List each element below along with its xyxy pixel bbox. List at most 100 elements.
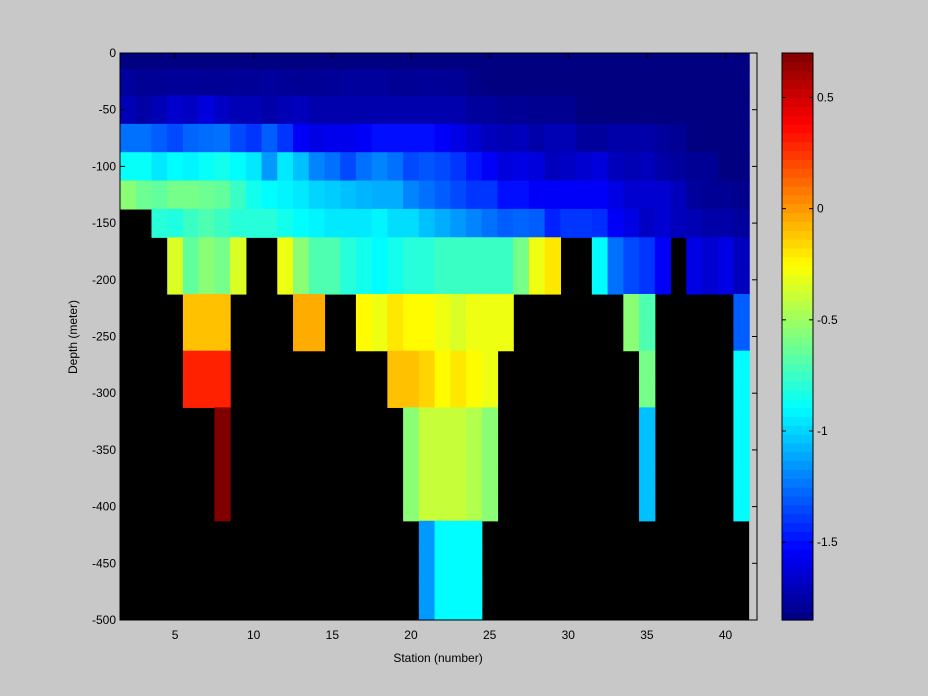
heatmap-cell — [670, 152, 687, 182]
heatmap-cell — [701, 208, 719, 238]
heatmap-cell — [528, 208, 546, 238]
heatmap-cell — [214, 350, 231, 380]
colorbar-segment — [782, 283, 813, 293]
heatmap-cell — [466, 350, 483, 380]
heatmap-cell — [403, 95, 420, 125]
heatmap-cell — [591, 123, 609, 153]
heatmap-cell — [387, 152, 404, 182]
heatmap-cell — [214, 237, 231, 267]
heatmap-cell — [167, 123, 184, 153]
heatmap-cell — [230, 208, 247, 238]
heatmap-cell — [513, 208, 530, 238]
heatmap-cell — [450, 123, 467, 153]
heatmap-cell — [481, 407, 499, 437]
heatmap-cell — [466, 68, 483, 97]
y-tick-label: -300 — [92, 386, 116, 400]
y-tick-label: -500 — [92, 613, 116, 627]
heatmap-cell — [418, 577, 436, 607]
heatmap-cell — [434, 293, 451, 323]
heatmap-cell — [308, 237, 326, 267]
heatmap-cell — [434, 520, 451, 550]
heatmap-cell — [639, 407, 656, 437]
heatmap-cell — [466, 464, 483, 494]
heatmap-cells — [120, 53, 757, 621]
heatmap-cell — [481, 379, 499, 408]
heatmap-cell — [403, 435, 420, 465]
x-tick-label: 15 — [326, 628, 340, 642]
heatmap-cell — [324, 152, 341, 182]
heatmap-cell — [513, 68, 530, 97]
heatmap-cell — [371, 180, 388, 210]
x-axis-label: Station (number) — [393, 651, 482, 665]
y-tick-label: -200 — [92, 273, 116, 287]
heatmap-cell — [230, 95, 247, 125]
heatmap-cell — [293, 53, 310, 70]
heatmap-cell — [623, 95, 640, 125]
heatmap-cell — [355, 293, 373, 323]
heatmap-cell — [686, 95, 703, 125]
heatmap-cell — [371, 322, 388, 352]
heatmap-cell — [371, 208, 388, 238]
heatmap-cell — [434, 53, 451, 70]
heatmap-cell — [670, 95, 687, 125]
heatmap-cell — [340, 95, 357, 125]
heatmap-cell — [214, 68, 231, 97]
heatmap-cell — [418, 407, 436, 437]
heatmap-cell — [654, 123, 672, 153]
heatmap-cell — [355, 237, 373, 267]
heatmap-cell — [418, 152, 436, 182]
heatmap-cell — [481, 293, 499, 323]
colorbar-segment — [782, 460, 813, 470]
heatmap-cell — [135, 152, 153, 182]
heatmap-cell — [686, 152, 703, 182]
heatmap-cell — [340, 53, 357, 70]
heatmap-cell — [293, 322, 310, 352]
heatmap-cell — [418, 180, 436, 210]
heatmap-cell — [403, 464, 420, 494]
heatmap-cell — [355, 95, 373, 125]
colorbar-segment — [782, 540, 813, 550]
heatmap-cell — [450, 53, 467, 70]
heatmap-cell — [434, 407, 451, 437]
heatmap-cell — [245, 180, 263, 210]
heatmap-cell — [371, 123, 388, 153]
heatmap-cell — [340, 123, 357, 153]
heatmap-cell — [403, 265, 420, 295]
heatmap-cell — [151, 95, 168, 125]
heatmap-cell — [308, 322, 326, 352]
colorbar-segment — [782, 495, 813, 506]
heatmap-cell — [639, 123, 656, 153]
heatmap-cell — [623, 293, 640, 323]
heatmap-cell — [450, 407, 467, 437]
heatmap-cell — [481, 265, 499, 295]
heatmap-cell — [151, 123, 168, 153]
heatmap-cell — [560, 123, 577, 153]
heatmap-cell — [135, 123, 153, 153]
heatmap-cell — [497, 208, 514, 238]
heatmap-cell — [623, 322, 640, 352]
heatmap-cell — [434, 464, 451, 494]
heatmap-cell — [466, 180, 483, 210]
heatmap-cell — [418, 265, 436, 295]
heatmap-cell — [182, 265, 200, 295]
heatmap-cell — [214, 293, 231, 323]
heatmap-cell — [733, 407, 750, 437]
heatmap-cell — [513, 53, 530, 70]
heatmap-cell — [466, 435, 483, 465]
heatmap-cell — [733, 95, 750, 125]
heatmap-cell — [733, 265, 750, 295]
heatmap-cell — [434, 577, 451, 607]
heatmap-cell — [639, 152, 656, 182]
heatmap-cell — [733, 237, 750, 267]
heatmap-cell — [434, 350, 451, 380]
heatmap-cell — [639, 379, 656, 408]
heatmap-cell — [591, 53, 609, 70]
colorbar-segment — [782, 416, 813, 426]
heatmap-cell — [450, 322, 467, 352]
heatmap-cell — [528, 180, 546, 210]
heatmap-cell — [466, 95, 483, 125]
heatmap-cell — [308, 53, 326, 70]
colorbar-segment — [782, 478, 813, 488]
heatmap-cell — [701, 180, 719, 210]
heatmap-cell — [355, 123, 373, 153]
